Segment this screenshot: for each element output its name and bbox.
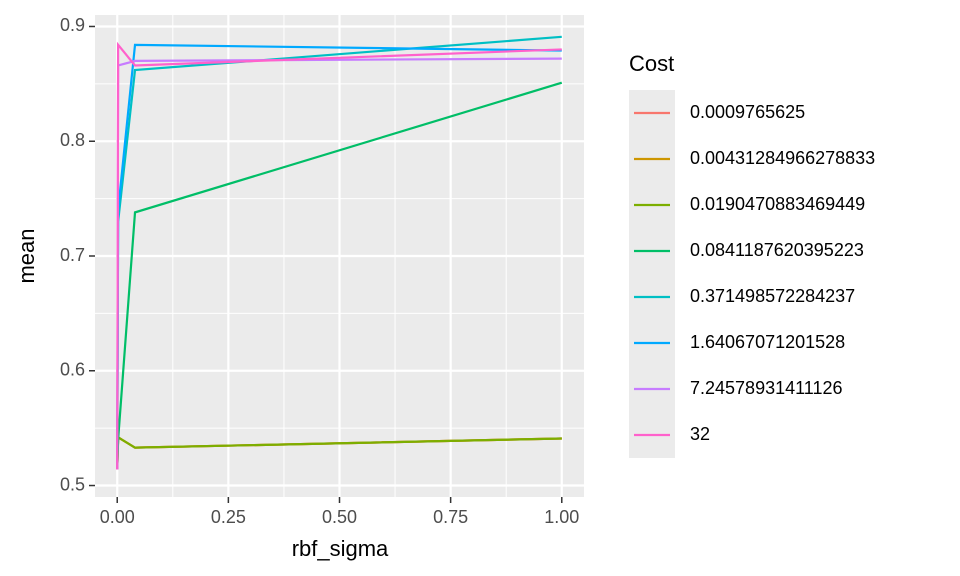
legend-label: 0.371498572284237 — [690, 286, 855, 306]
series-line — [116, 41, 562, 470]
legend-label: 32 — [690, 424, 710, 444]
legend-title: Cost — [629, 51, 674, 76]
y-tick-label: 0.8 — [60, 130, 85, 150]
legend-label: 0.00431284966278833 — [690, 148, 875, 168]
legend-label: 0.0009765625 — [690, 102, 805, 122]
x-tick-label: 0.00 — [100, 507, 135, 527]
legend-label: 0.0841187620395223 — [690, 240, 864, 260]
x-tick-label: 1.00 — [544, 507, 579, 527]
x-tick-label: 0.25 — [211, 507, 246, 527]
y-axis-title: mean — [14, 228, 39, 283]
y-tick-label: 0.7 — [60, 245, 85, 265]
y-tick-label: 0.5 — [60, 474, 85, 494]
x-tick-label: 0.50 — [322, 507, 357, 527]
legend-label: 0.0190470883469449 — [690, 194, 865, 214]
x-axis-title: rbf_sigma — [292, 536, 389, 561]
x-tick-label: 0.75 — [433, 507, 468, 527]
y-tick-label: 0.9 — [60, 15, 85, 35]
legend-label: 1.64067071201528 — [690, 332, 845, 352]
legend-label: 7.24578931411126 — [690, 378, 843, 398]
y-tick-label: 0.6 — [60, 360, 85, 380]
